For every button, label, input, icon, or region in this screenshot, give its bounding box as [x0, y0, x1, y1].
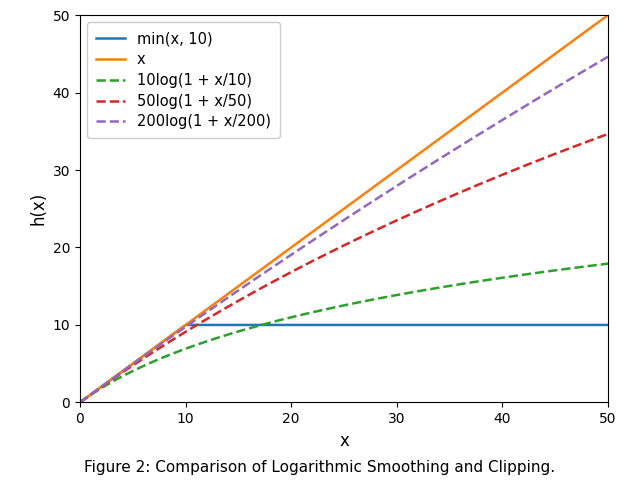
50log(1 + x/50)	[290, 268, 298, 274]
Line: min(x, 10): min(x, 10)	[80, 325, 608, 402]
min(x, 10)	[130, 360, 138, 366]
x	[497, 91, 505, 97]
min(x, 10)	[498, 322, 506, 328]
200log(1 + x/200)	[290, 250, 298, 256]
x	[308, 229, 316, 235]
10log(1 + x/10)	[488, 276, 495, 282]
min(x, 10)	[76, 399, 84, 405]
min(x, 10)	[439, 322, 447, 328]
50log(1 + x/50)	[439, 197, 447, 203]
10log(1 + x/10)	[76, 399, 84, 405]
Line: 10log(1 + x/10): 10log(1 + x/10)	[80, 264, 608, 402]
50log(1 + x/50)	[76, 399, 84, 405]
50log(1 + x/50)	[130, 362, 138, 368]
10log(1 + x/10)	[604, 261, 612, 267]
200log(1 + x/200)	[488, 123, 495, 129]
Y-axis label: h(x): h(x)	[29, 192, 47, 225]
50log(1 + x/50)	[604, 131, 612, 137]
Line: x: x	[80, 15, 608, 402]
200log(1 + x/200)	[308, 237, 316, 243]
x	[290, 243, 298, 249]
200log(1 + x/200)	[604, 54, 612, 60]
200log(1 + x/200)	[130, 360, 138, 366]
10log(1 + x/10)	[130, 367, 138, 373]
50log(1 + x/50)	[488, 176, 495, 182]
X-axis label: x: x	[339, 432, 349, 450]
Line: 50log(1 + x/50): 50log(1 + x/50)	[80, 134, 608, 402]
200log(1 + x/200)	[76, 399, 84, 405]
Line: 200log(1 + x/200): 200log(1 + x/200)	[80, 57, 608, 402]
x	[488, 98, 495, 104]
min(x, 10)	[309, 322, 317, 328]
200log(1 + x/200)	[497, 118, 505, 124]
Legend: min(x, 10), x, 10log(1 + x/10), 50log(1 + x/50), 200log(1 + x/200): min(x, 10), x, 10log(1 + x/10), 50log(1 …	[87, 22, 280, 138]
min(x, 10)	[182, 322, 189, 328]
50log(1 + x/50)	[308, 258, 316, 264]
min(x, 10)	[488, 322, 496, 328]
min(x, 10)	[604, 322, 612, 328]
x	[76, 399, 84, 405]
min(x, 10)	[290, 322, 298, 328]
x	[439, 133, 447, 139]
50log(1 + x/50)	[497, 172, 505, 178]
10log(1 + x/10)	[290, 314, 298, 320]
200log(1 + x/200)	[439, 154, 447, 160]
x	[130, 360, 138, 366]
x	[604, 12, 612, 18]
Text: Figure 2: Comparison of Logarithmic Smoothing and Clipping.: Figure 2: Comparison of Logarithmic Smoo…	[84, 460, 556, 475]
10log(1 + x/10)	[439, 284, 447, 290]
10log(1 + x/10)	[308, 309, 316, 315]
10log(1 + x/10)	[497, 275, 505, 281]
